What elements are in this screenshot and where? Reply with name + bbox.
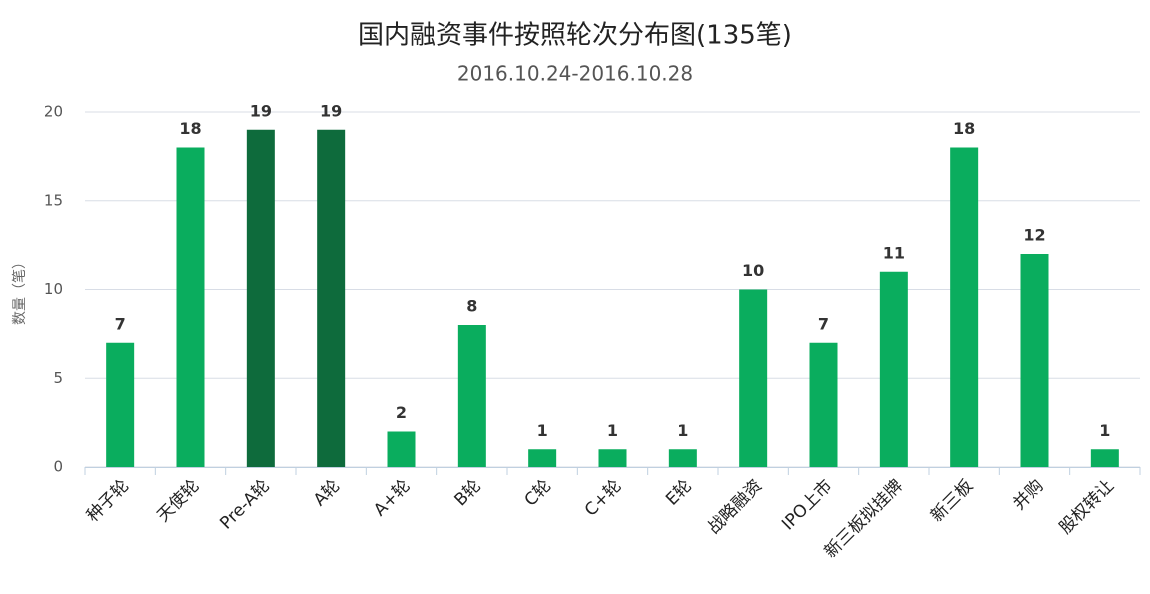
bar <box>457 325 486 467</box>
x-tick-label: 并购 <box>1009 476 1047 514</box>
bar <box>950 147 979 467</box>
value-label: 19 <box>250 101 272 120</box>
value-label: 1 <box>1099 421 1110 440</box>
value-label: 11 <box>883 243 905 262</box>
bar <box>528 449 557 467</box>
x-tick-label: 战略融资 <box>704 476 766 538</box>
value-label: 1 <box>537 421 548 440</box>
value-label: 8 <box>466 297 477 316</box>
bar <box>1090 449 1119 467</box>
chart-subtitle: 2016.10.24-2016.10.28 <box>457 62 693 86</box>
x-tick-label: 种子轮 <box>83 476 133 526</box>
value-label: 12 <box>1023 226 1045 245</box>
bar <box>106 342 135 467</box>
x-tick-label: IPO上市 <box>778 476 836 534</box>
value-label: 18 <box>953 119 975 138</box>
value-label: 1 <box>607 421 618 440</box>
bar <box>176 147 205 467</box>
bar <box>668 449 697 467</box>
x-tick-label: A轮 <box>310 476 344 510</box>
bar <box>598 449 627 467</box>
x-tick-label: C轮 <box>521 476 556 511</box>
y-axis-title: 数量（笔） <box>12 255 28 325</box>
bar <box>387 431 416 467</box>
value-label: 18 <box>179 119 201 138</box>
y-tick-label: 20 <box>44 103 63 121</box>
x-tick-label: 新三板 <box>927 476 977 526</box>
value-label: 7 <box>115 314 126 333</box>
value-label: 1 <box>677 421 688 440</box>
y-tick-label: 15 <box>44 191 63 209</box>
y-tick-label: 0 <box>53 458 63 476</box>
bar <box>739 289 768 467</box>
x-tick-label: B轮 <box>450 476 484 510</box>
x-tick-label: A+轮 <box>370 476 414 520</box>
y-tick-label: 10 <box>44 280 63 298</box>
x-tick-label: Pre-A轮 <box>216 476 274 534</box>
value-label: 7 <box>818 314 829 333</box>
value-label: 10 <box>742 261 764 280</box>
bar <box>879 271 908 467</box>
x-tick-label: E轮 <box>662 476 696 510</box>
y-tick-label: 5 <box>53 369 63 387</box>
value-label: 19 <box>320 101 342 120</box>
chart-title: 国内融资事件按照轮次分布图(135笔) <box>358 21 792 51</box>
bar <box>317 129 346 467</box>
value-label: 2 <box>396 403 407 422</box>
bar <box>1020 254 1049 467</box>
x-tick-label: 天使轮 <box>153 475 204 526</box>
bar <box>809 342 838 467</box>
x-tick-label: 股权转让 <box>1056 476 1118 538</box>
x-tick-label: C+轮 <box>581 476 626 521</box>
bar <box>246 129 275 467</box>
